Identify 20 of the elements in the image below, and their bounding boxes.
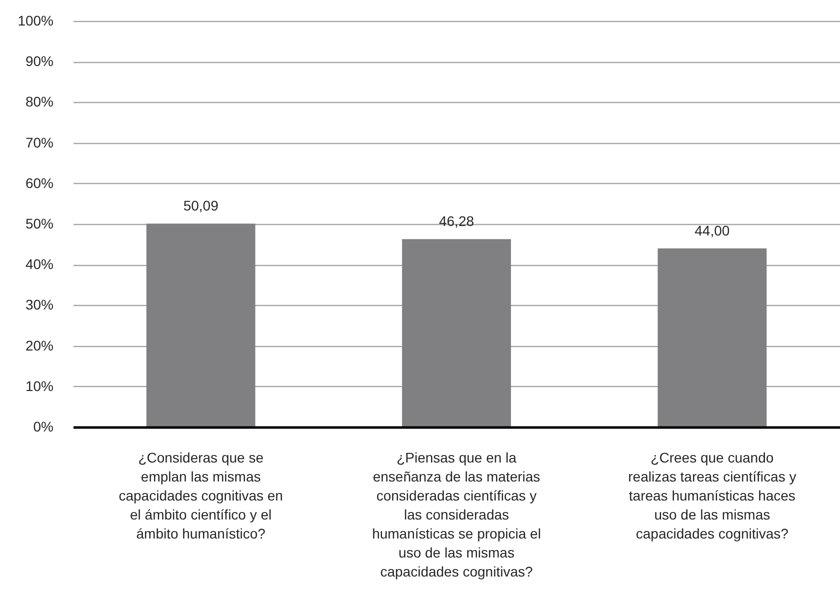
y-tick-label: 90% [25,53,54,70]
y-tick-label: 10% [25,378,54,394]
y-tick-label: 30% [25,296,54,313]
y-tick-label: 40% [25,256,54,272]
y-tick-label: 60% [25,174,54,191]
x-tick-label: ¿Crees que cuando realizas tareas científicas y tareas humanísticas haces uso de las mismas capacidades cognitivas? [628,450,796,542]
data-label: 50,09 [183,198,219,214]
y-tick-label: 50% [25,216,54,232]
y-tick-label: 20% [25,337,54,354]
bar [146,224,256,427]
y-tick-label: 80% [25,94,54,110]
x-tick-label: ¿Piensas que en la enseñanza de las materias consideradas científicas y las consideradas humanísticas se propicia el uso de las mismas capacidades cognitivas? [372,450,541,580]
y-tick-label: 70% [25,134,54,150]
data-label: 46,28 [438,213,474,230]
y-tick-label: 0% [33,418,54,434]
y-tick-label: 100% [18,12,54,28]
bar [402,239,511,427]
data-label: 44,00 [694,222,730,238]
x-tick-label: ¿Consideras que se emplan las mismas capacidades cognitivas en el ámbito científico y el ámbito humanístico? [118,450,283,542]
bar [658,248,767,427]
